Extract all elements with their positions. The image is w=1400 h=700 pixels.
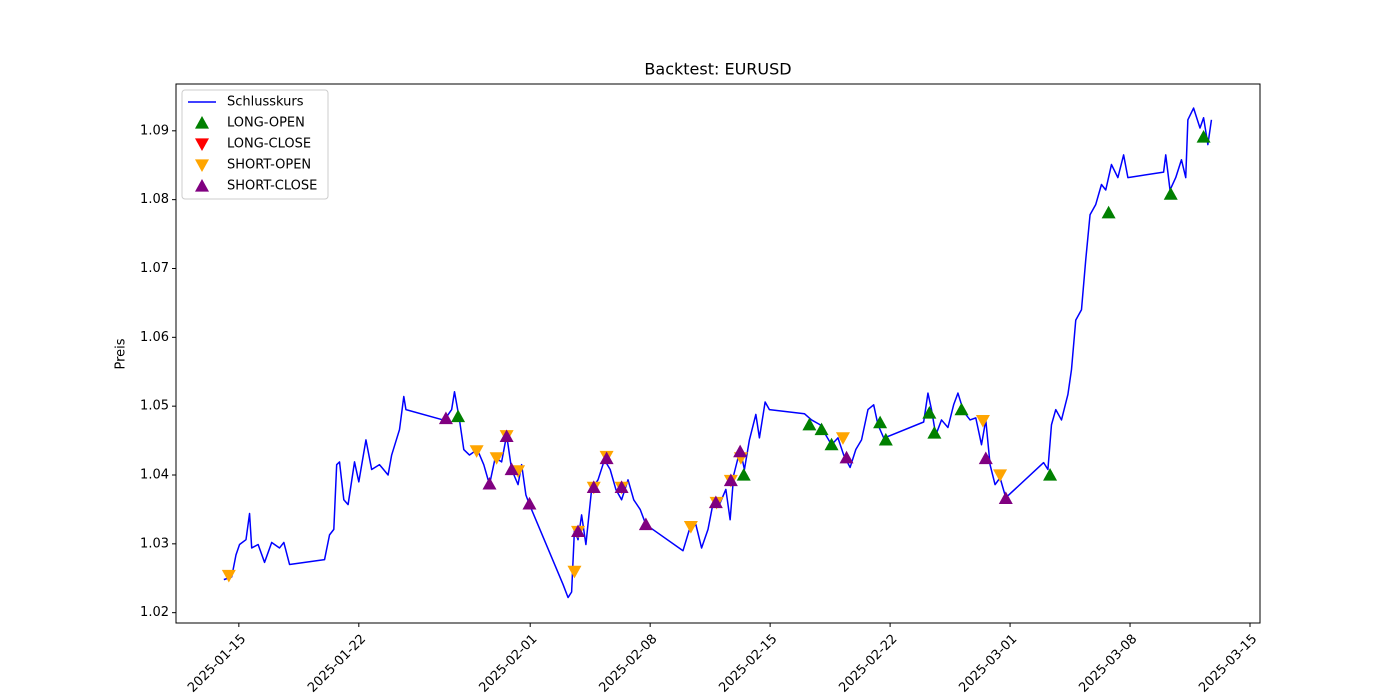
- trade-marker: [482, 476, 497, 490]
- x-tick-label: 2025-03-08: [1076, 632, 1140, 696]
- trade-marker: [835, 432, 850, 445]
- trade-marker: [1163, 187, 1178, 200]
- x-tick-label: 2025-02-22: [836, 632, 900, 696]
- trade-marker: [975, 415, 990, 428]
- trade-marker: [504, 462, 519, 476]
- trade-marker: [1043, 467, 1058, 481]
- trade-marker: [1196, 130, 1211, 143]
- trade-marker: [438, 411, 453, 425]
- legend-marker: [195, 138, 209, 151]
- trade-marker: [469, 445, 484, 458]
- trade-marker: [614, 480, 629, 493]
- trade-marker: [814, 422, 829, 436]
- trade-marker: [802, 417, 817, 431]
- trade-marker: [489, 452, 504, 465]
- y-tick-label: 1.03: [140, 536, 169, 551]
- legend-marker: [195, 159, 209, 172]
- trade-marker: [978, 451, 993, 465]
- legend-label: Schlusskurs: [227, 95, 304, 110]
- trade-marker: [599, 451, 614, 465]
- y-tick-label: 1.08: [140, 192, 169, 207]
- legend-marker: [195, 116, 209, 129]
- trade-marker: [1101, 205, 1116, 219]
- trade-marker: [638, 517, 653, 531]
- x-tick-label: 2025-02-08: [596, 632, 660, 696]
- x-tick-label: 2025-03-15: [1196, 632, 1260, 696]
- trade-marker: [567, 565, 582, 579]
- trade-marker: [683, 521, 698, 534]
- x-tick-label: 2025-02-15: [716, 632, 780, 696]
- trade-marker: [922, 406, 937, 419]
- trade-marker: [824, 437, 839, 451]
- y-tick-label: 1.07: [140, 261, 169, 276]
- trade-marker: [586, 480, 601, 493]
- legend-label: SHORT-OPEN: [227, 158, 311, 173]
- trade-marker: [954, 402, 969, 416]
- trade-marker: [708, 495, 723, 509]
- x-tick-label: 2025-01-22: [305, 632, 369, 696]
- trade-marker: [878, 432, 893, 446]
- y-tick-label: 1.02: [140, 605, 169, 620]
- trade-marker: [839, 450, 854, 464]
- trade-marker: [522, 496, 537, 510]
- chart-title: Backtest: EURUSD: [644, 60, 791, 79]
- trade-marker: [571, 524, 586, 538]
- trade-marker: [221, 569, 236, 583]
- y-tick-label: 1.05: [140, 399, 169, 414]
- plot-frame: [175, 83, 1261, 624]
- x-tick-label: 2025-03-01: [956, 632, 1020, 696]
- trade-marker: [451, 409, 466, 423]
- trade-marker: [723, 473, 738, 487]
- legend: Schlusskurs LONG-OPEN LONG-CLOSE SHORT-OPEN…: [181, 89, 329, 200]
- y-tick-label: 1.09: [140, 123, 169, 138]
- y-axis-label: Preis: [114, 338, 129, 369]
- trade-marker: [998, 491, 1013, 505]
- legend-marker: [195, 179, 209, 192]
- trade-marker: [499, 429, 514, 443]
- trade-marker: [733, 444, 748, 458]
- trade-marker: [873, 415, 888, 429]
- legend-label: LONG-CLOSE: [227, 137, 311, 152]
- y-tick-label: 1.06: [140, 330, 169, 345]
- x-tick-label: 2025-01-15: [185, 632, 249, 696]
- trade-marker: [993, 469, 1008, 482]
- trade-marker: [927, 426, 942, 439]
- legend-box: [181, 89, 329, 200]
- x-tick-label: 2025-02-01: [476, 632, 540, 696]
- y-tick-label: 1.04: [140, 467, 169, 482]
- price-line: [223, 107, 1213, 599]
- legend-label: LONG-OPEN: [227, 116, 305, 131]
- legend-label: SHORT-CLOSE: [227, 179, 317, 194]
- trade-marker: [736, 467, 751, 481]
